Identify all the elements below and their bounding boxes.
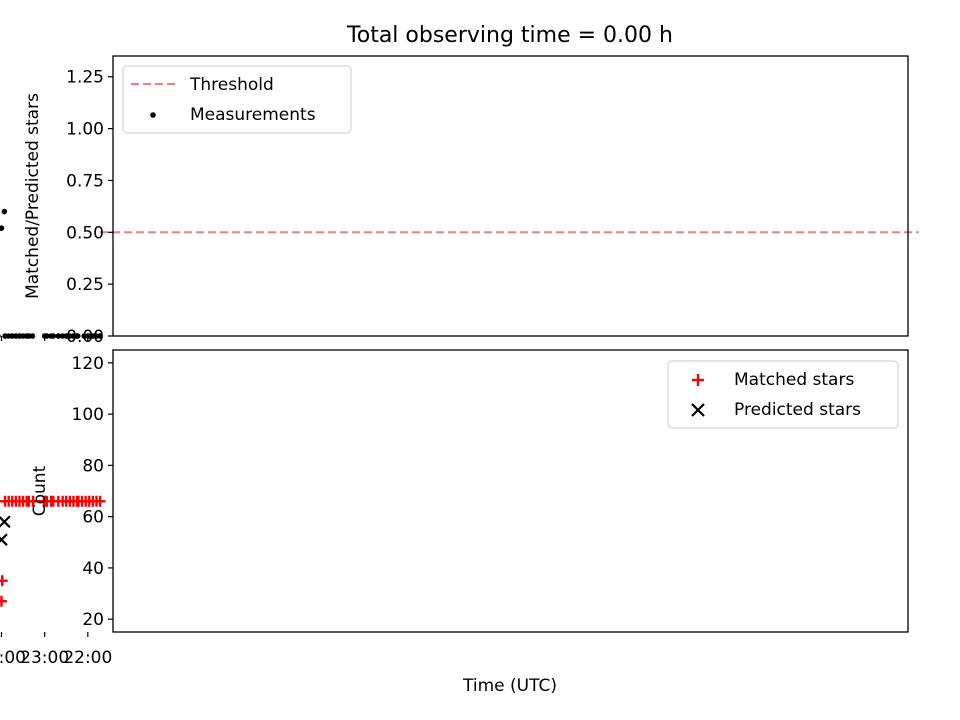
count-plot-frame xyxy=(112,349,909,633)
matched-star-marker xyxy=(0,600,4,603)
x-tick-label: 23:00 xyxy=(20,648,69,668)
count-legend-box xyxy=(667,360,899,429)
legend-measurements-swatch xyxy=(150,112,156,118)
ratio-y-tick-label: 0.50 xyxy=(66,223,104,243)
measurement-point xyxy=(55,333,62,339)
count-y-tick-label: 40 xyxy=(82,559,104,579)
predicted-star-marker xyxy=(0,533,8,546)
count-y-tick-label: 100 xyxy=(72,405,104,425)
measurement-point xyxy=(59,333,66,339)
chart-title: Total observing time = 0.00 h xyxy=(346,23,673,48)
legend-predicted-label: Predicted stars xyxy=(734,400,861,420)
matched-star-marker xyxy=(38,495,50,507)
ratio-plot-frame xyxy=(112,55,909,337)
count-y-axis-label: Count xyxy=(30,465,50,516)
ratio-y-tick-label: 1.25 xyxy=(66,68,104,88)
ratio-y-tick-label: 0.75 xyxy=(66,171,104,191)
measurement-point xyxy=(0,225,5,231)
matched-star-marker xyxy=(0,575,8,587)
ratio-y-tick-label: 0.25 xyxy=(66,275,104,295)
count-y-tick-label: 120 xyxy=(72,354,104,374)
ratio-panel: 0.00 0.25 0.50 0.75 1.00 1.25 Matched/Predict… xyxy=(0,55,919,347)
legend-matched-label: Matched stars xyxy=(734,370,854,390)
measurement-point xyxy=(81,333,88,339)
ratio-y-tick-label: 0.00 xyxy=(66,327,104,347)
x-tick-label: 00:00 xyxy=(0,648,26,668)
measurement-point xyxy=(0,334,1,338)
measurement-point xyxy=(1,208,8,215)
ratio-legend-box xyxy=(122,65,352,134)
legend-matched-swatch xyxy=(692,374,704,386)
measurement-point xyxy=(48,333,54,339)
count-legend: Matched stars Predicted stars xyxy=(667,360,899,429)
ratio-legend: Threshold Measurements xyxy=(122,65,352,134)
count-y-tick-label: 60 xyxy=(82,508,104,528)
count-y-tick-label: 20 xyxy=(82,610,104,630)
legend-measurements-label: Measurements xyxy=(190,105,316,125)
ratio-y-tick-label: 1.00 xyxy=(66,120,104,140)
count-y-tick-label: 80 xyxy=(82,456,104,476)
measurement-point xyxy=(2,333,8,339)
legend-threshold-label: Threshold xyxy=(189,75,274,95)
x-axis-label: Time (UTC) xyxy=(462,676,557,696)
legend-predicted-swatch xyxy=(691,403,705,417)
ratio-y-axis-label: Matched/Predicted stars xyxy=(23,93,43,299)
x-tick-label: 22:00 xyxy=(63,648,112,668)
predicted-star-marker xyxy=(0,515,11,529)
matched-star-marker xyxy=(0,495,11,507)
